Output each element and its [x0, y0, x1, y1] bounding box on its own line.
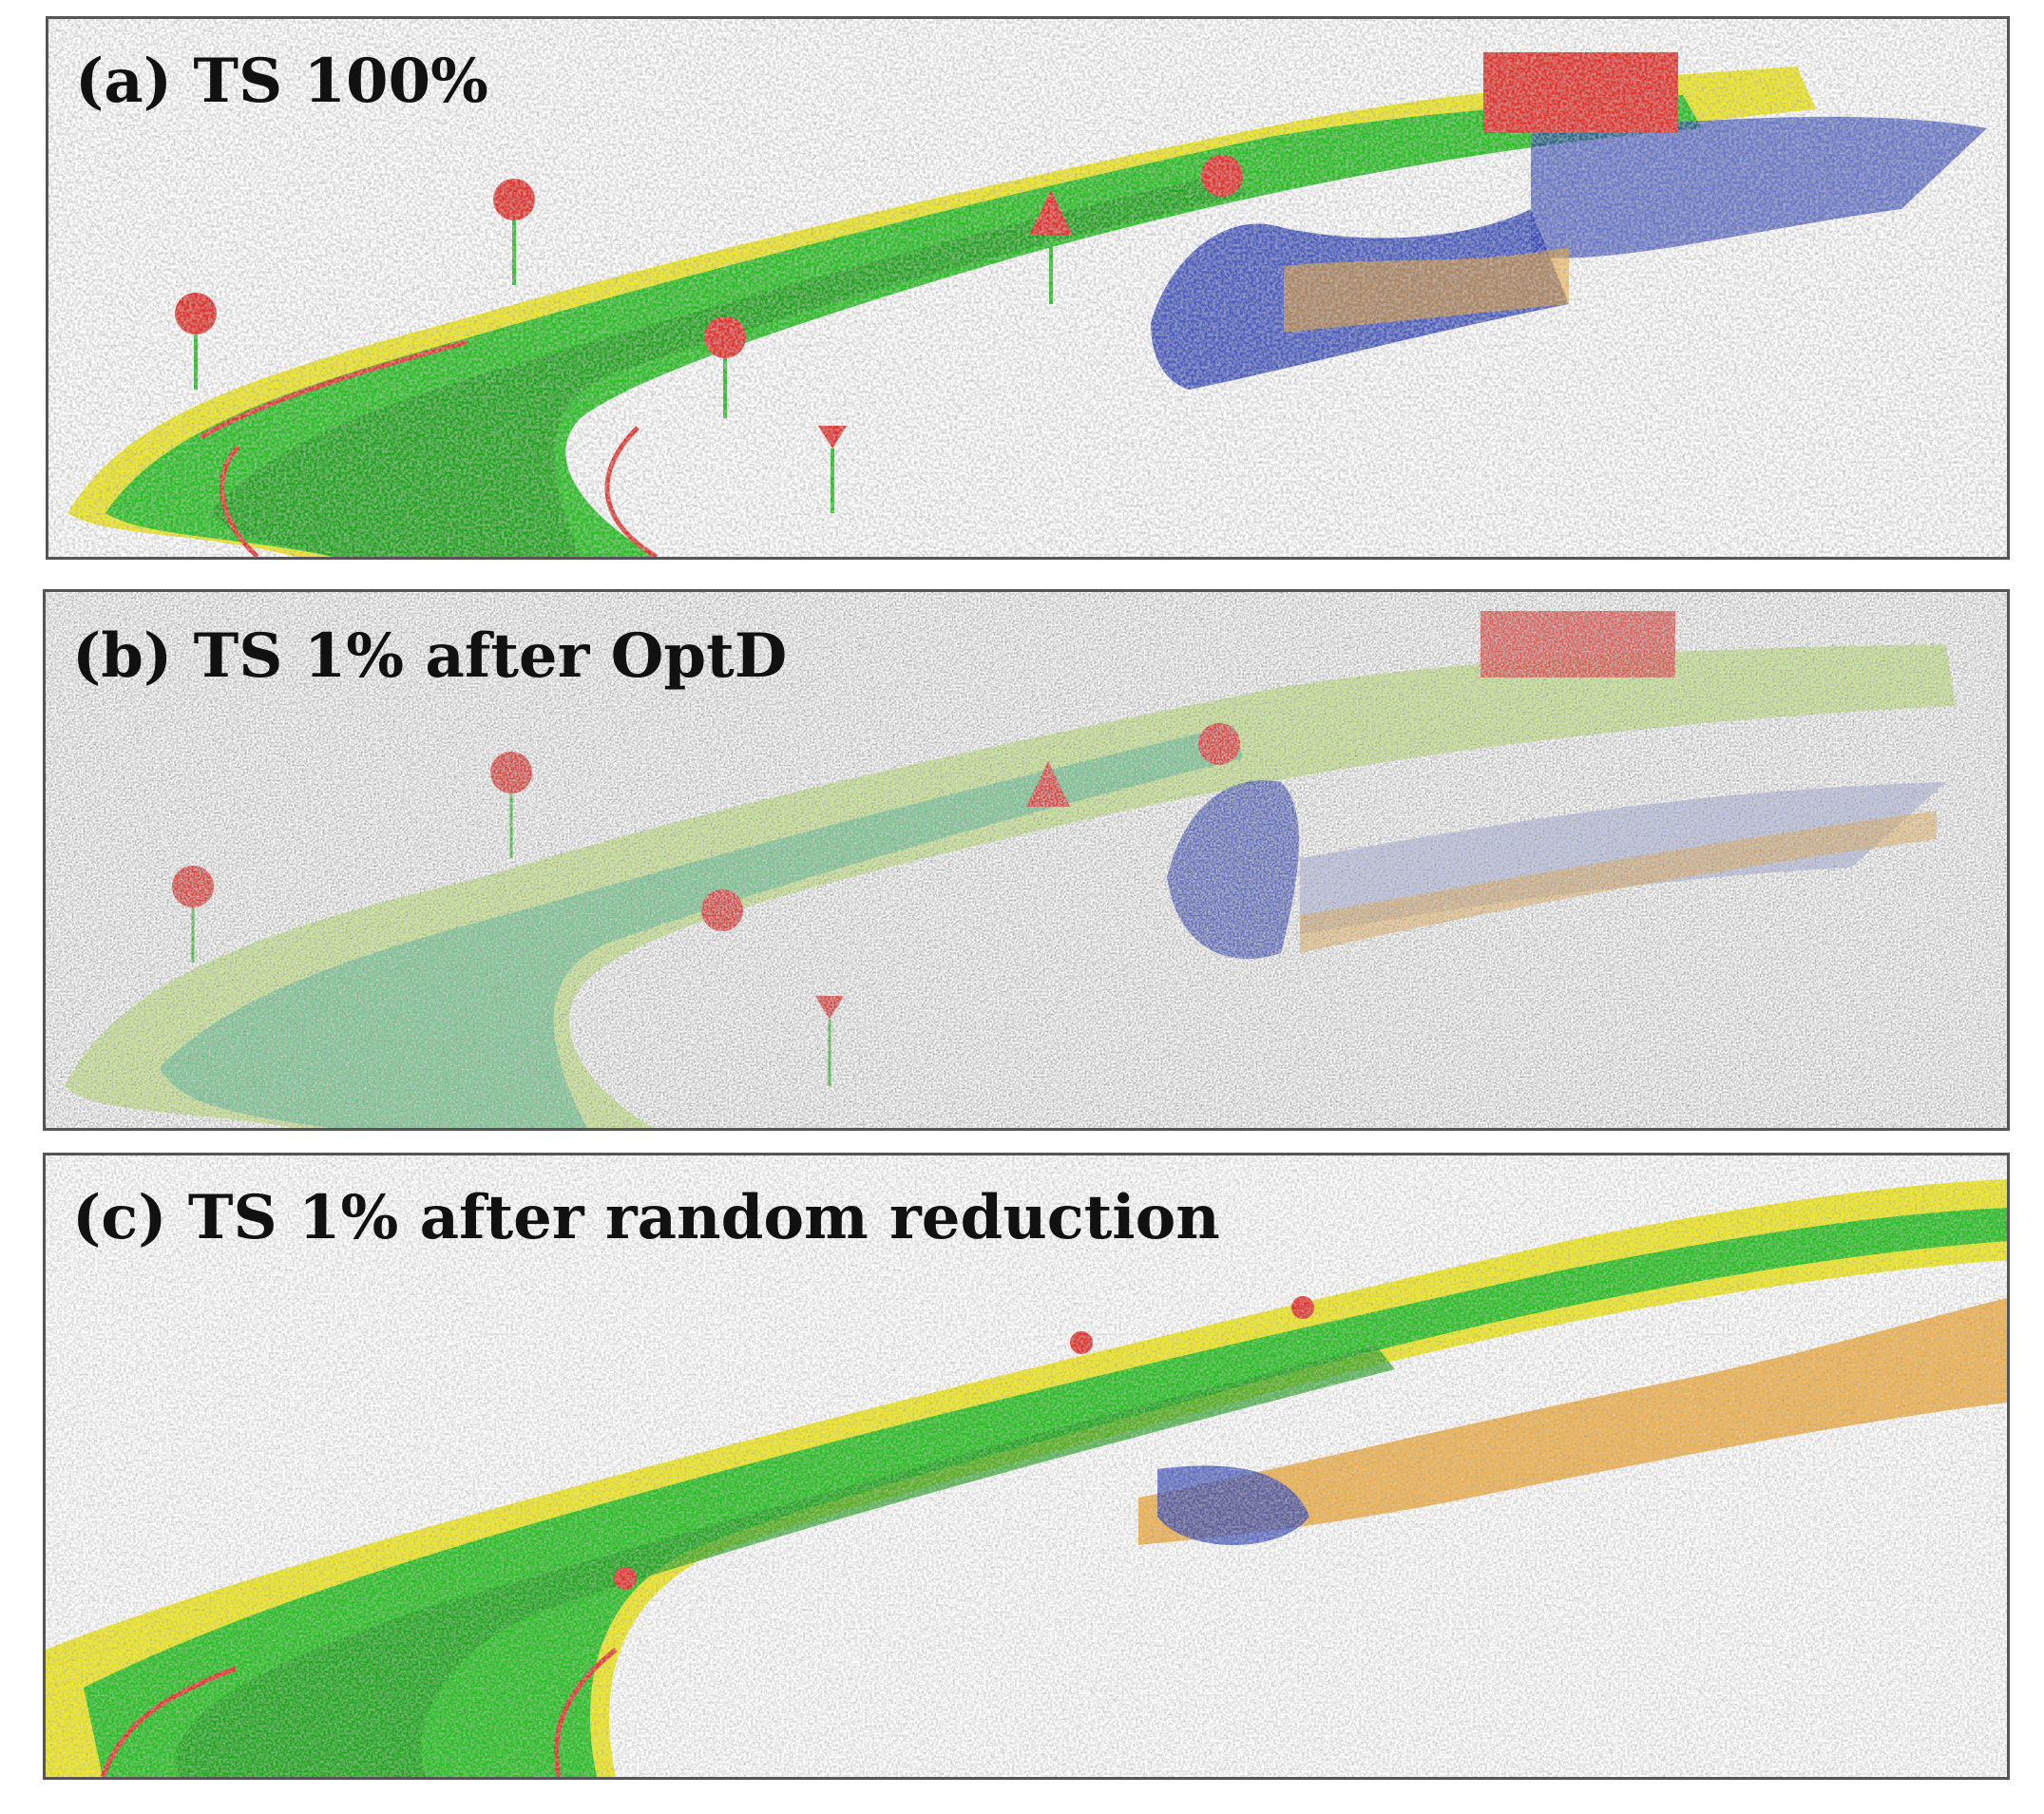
panel-label-c: (c) TS 1% after random reduction — [72, 1182, 1220, 1253]
panel-c: (c) TS 1% after random reduction — [43, 1153, 2010, 1780]
point-cloud-c — [46, 1155, 2007, 1777]
point-cloud-a — [48, 19, 2007, 557]
panel-b: (b) TS 1% after OptD — [43, 589, 2010, 1131]
panel-a: (a) TS 100% — [46, 16, 2010, 560]
panel-label-a: (a) TS 100% — [75, 46, 488, 117]
point-cloud-b — [46, 592, 2007, 1128]
panel-label-b: (b) TS 1% after OptD — [72, 621, 788, 692]
